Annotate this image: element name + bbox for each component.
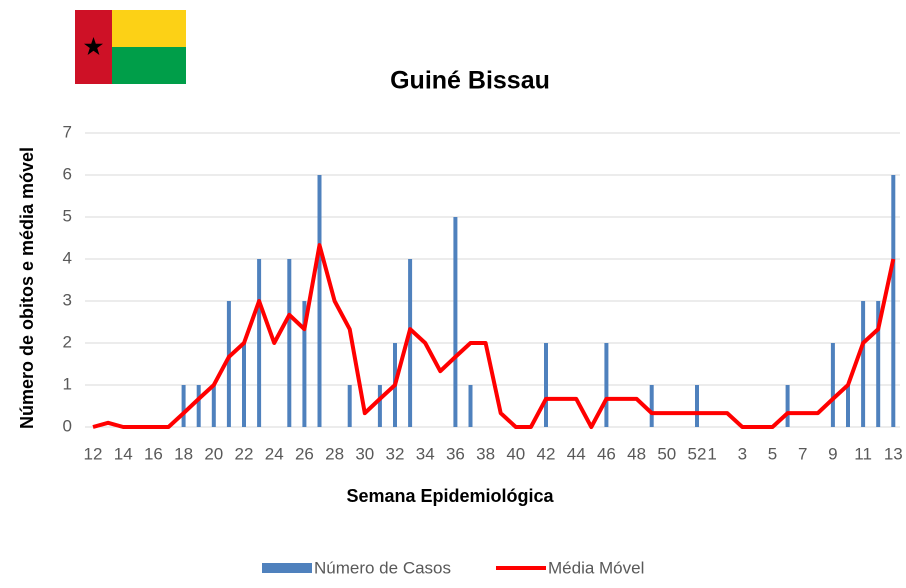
x-tick-label: 24: [265, 444, 284, 463]
x-tick-label: 12: [84, 444, 103, 463]
flag-star: [84, 37, 103, 55]
x-tick-label: 13: [884, 444, 903, 463]
x-tick-label: 28: [325, 444, 344, 463]
y-tick-label: 2: [63, 332, 72, 351]
bar: [408, 259, 413, 427]
bar: [287, 259, 292, 427]
x-tick-label: 48: [627, 444, 646, 463]
bar: [785, 385, 790, 427]
x-tick-label: 44: [567, 444, 586, 463]
x-tick-label: 22: [235, 444, 254, 463]
bar: [468, 385, 473, 427]
x-tick-label: 1: [707, 444, 716, 463]
y-tick-label: 1: [63, 374, 72, 393]
bar: [846, 385, 850, 427]
bar: [377, 385, 382, 427]
bar: [347, 385, 352, 427]
bar: [604, 343, 609, 427]
legend-label: Média Móvel: [548, 558, 644, 577]
x-tick-label: 30: [355, 444, 374, 463]
y-tick-label: 0: [63, 416, 72, 435]
x-tick-label: 3: [738, 444, 747, 463]
bar: [196, 385, 201, 427]
x-tick-label: 36: [446, 444, 465, 463]
bar: [695, 385, 699, 427]
bar: [876, 301, 881, 427]
y-tick-label: 6: [63, 164, 72, 183]
x-tick-label: 20: [204, 444, 223, 463]
x-axis-label: Semana Epidemiológica: [346, 486, 554, 506]
x-tick-label: 38: [476, 444, 495, 463]
bar: [544, 343, 548, 427]
legend-swatch: [262, 563, 312, 573]
x-tick-label: 46: [597, 444, 616, 463]
flag: [75, 10, 186, 84]
bar: [302, 301, 307, 427]
y-tick-label: 4: [63, 248, 72, 267]
legend-label: Número de Casos: [314, 558, 451, 577]
x-tick-label: 7: [798, 444, 807, 463]
flag-yellow: [112, 10, 186, 47]
y-tick-label: 7: [63, 122, 72, 141]
bar: [649, 385, 654, 427]
x-tick-label: 5: [768, 444, 777, 463]
y-tick-label: 3: [63, 290, 72, 309]
x-tick-label: 32: [386, 444, 405, 463]
bar: [257, 259, 262, 427]
x-tick-label: 34: [416, 444, 435, 463]
bar: [861, 301, 866, 427]
x-tick-label: 14: [114, 444, 133, 463]
bar: [453, 217, 458, 427]
line: [92, 243, 896, 429]
bar: [181, 385, 186, 427]
x-tick-label: 9: [828, 444, 837, 463]
y-axis-label: Número de obitos e média móvel: [17, 147, 37, 429]
y-tick-label: 5: [63, 206, 72, 225]
bar: [242, 343, 246, 427]
x-tick-label: 52: [688, 444, 707, 463]
x-tick-label: 42: [537, 444, 556, 463]
x-tick-label: 18: [174, 444, 193, 463]
bar: [891, 175, 896, 427]
x-tick-label: 40: [506, 444, 525, 463]
bar: [317, 175, 322, 427]
chart-title: Guiné Bissau: [390, 67, 550, 95]
bar: [226, 301, 231, 427]
x-tick-label: 16: [144, 444, 163, 463]
x-tick-label: 26: [295, 444, 314, 463]
x-tick-label: 50: [657, 444, 676, 463]
bar: [830, 343, 835, 427]
bar: [211, 385, 216, 427]
x-tick-label: 11: [854, 444, 872, 463]
flag-green: [112, 47, 186, 84]
